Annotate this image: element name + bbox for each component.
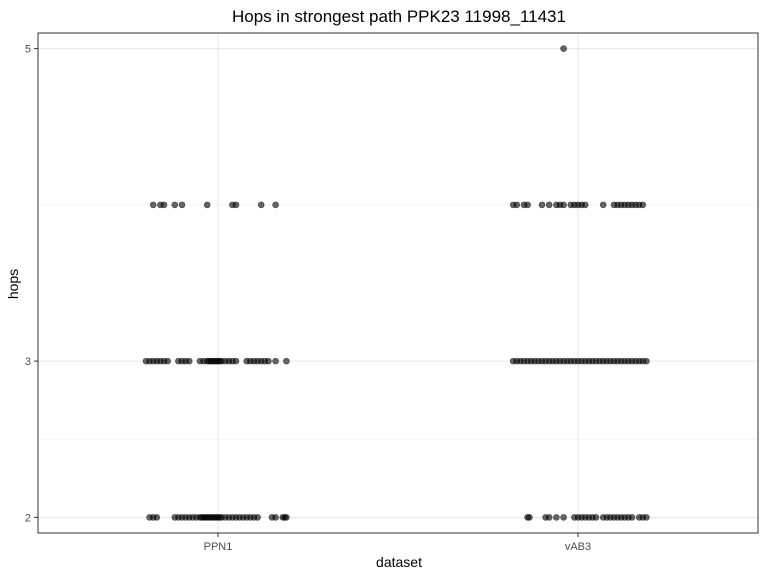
data-point <box>599 201 607 209</box>
data-point <box>283 514 290 521</box>
plot-panel <box>37 32 759 534</box>
data-points <box>142 45 650 521</box>
data-point <box>272 357 279 365</box>
x-tick-label: vAB3 <box>565 541 591 553</box>
data-point <box>257 201 265 209</box>
y-axis: 2 3 5 <box>25 44 38 524</box>
data-point <box>203 201 211 209</box>
data-point <box>581 201 589 209</box>
data-point <box>272 201 279 209</box>
data-point <box>513 201 521 209</box>
chart-title: Hops in strongest path PPK23 11998_11431 <box>232 7 566 26</box>
y-axis-title: hops <box>5 269 21 299</box>
data-point <box>283 357 290 365</box>
y-tick-label: 2 <box>25 512 31 524</box>
data-point <box>643 514 650 521</box>
data-point <box>265 357 272 365</box>
data-point <box>643 357 650 365</box>
data-point <box>232 201 240 209</box>
data-point <box>232 357 240 365</box>
data-point <box>560 201 567 209</box>
data-point <box>545 201 553 209</box>
x-axis: PPN1 vAB3 <box>204 533 591 553</box>
minor-gridlines <box>38 204 758 440</box>
data-point <box>545 514 553 521</box>
y-tick-label: 3 <box>25 356 31 368</box>
data-point <box>178 201 186 209</box>
data-point <box>254 514 261 521</box>
data-point <box>592 514 600 521</box>
data-point <box>553 514 560 521</box>
x-tick-label: PPN1 <box>204 541 233 553</box>
major-gridlines <box>38 33 758 533</box>
y-tick-label: 5 <box>25 44 31 56</box>
data-point <box>171 201 179 209</box>
data-point <box>560 514 567 521</box>
data-point <box>185 357 193 365</box>
data-point <box>149 201 157 209</box>
data-point <box>639 201 647 209</box>
data-point <box>164 357 171 365</box>
data-point <box>526 514 533 521</box>
data-point <box>524 201 531 209</box>
data-point <box>538 201 546 209</box>
x-axis-title: dataset <box>376 554 422 570</box>
data-point <box>153 514 161 521</box>
data-point <box>272 514 279 521</box>
data-point <box>628 514 636 521</box>
data-point <box>560 45 567 52</box>
data-point <box>160 201 168 209</box>
